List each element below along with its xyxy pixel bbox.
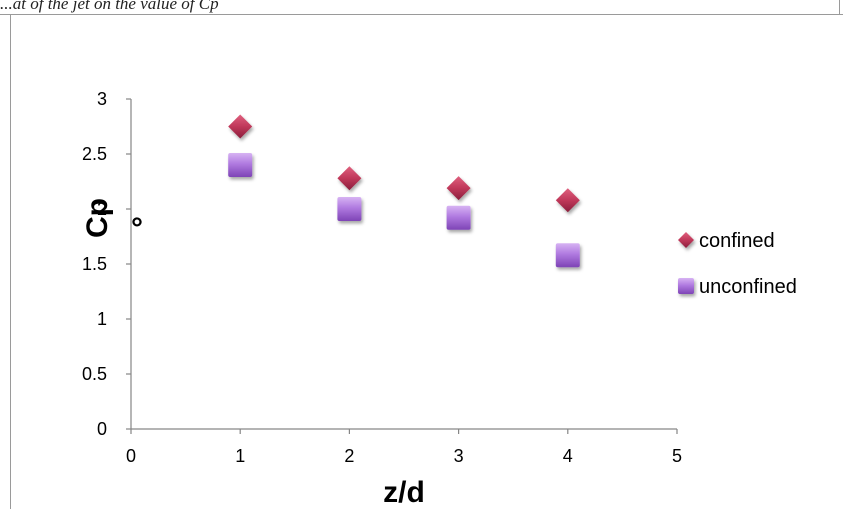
y-axis-ticks: 0 0.5 1 1.5 2 2.5 3 <box>82 89 131 439</box>
unconfined-point <box>337 197 362 221</box>
data-points <box>228 114 580 268</box>
unconfined-point <box>446 205 471 230</box>
legend-label: confined <box>699 230 775 252</box>
y-tick-label: 0.5 <box>82 364 107 384</box>
y-axis-title: Cp <box>81 198 114 238</box>
y-tick-label: 1 <box>97 309 107 329</box>
frame-right-rule <box>839 0 840 14</box>
y-tick-label: 3 <box>97 89 107 109</box>
confined-point <box>337 166 362 191</box>
stray-degree-mark: ° <box>131 212 143 245</box>
x-tick-label: 0 <box>126 446 136 466</box>
x-tick-label: 1 <box>235 446 245 466</box>
confined-point <box>446 176 471 201</box>
chart-legend: confined unconfined <box>678 230 797 298</box>
y-tick-label: 2.5 <box>82 144 107 164</box>
confined-point <box>555 188 580 213</box>
frame-top-rule <box>0 14 843 15</box>
x-tick-label: 5 <box>672 446 682 466</box>
frame-left-rule <box>10 14 11 509</box>
x-axis-title: z/d <box>383 476 425 509</box>
legend-unconfined-swatch <box>678 278 694 294</box>
figure-caption: ...at of the jet on the value of Cp <box>0 0 219 13</box>
unconfined-point <box>228 153 253 177</box>
legend-label: unconfined <box>699 276 797 298</box>
confined-point <box>228 114 253 139</box>
unconfined-point <box>555 243 580 268</box>
y-tick-label: 0 <box>97 419 107 439</box>
x-tick-label: 4 <box>563 446 573 466</box>
x-tick-label: 2 <box>344 446 354 466</box>
y-tick-label: 2 <box>97 199 107 219</box>
x-tick-label: 3 <box>454 446 464 466</box>
axes-group <box>130 99 677 430</box>
y-tick-label: 1.5 <box>82 254 107 274</box>
x-axis-ticks: 0 1 2 3 4 5 <box>126 429 682 466</box>
legend-confined-swatch <box>678 232 694 248</box>
